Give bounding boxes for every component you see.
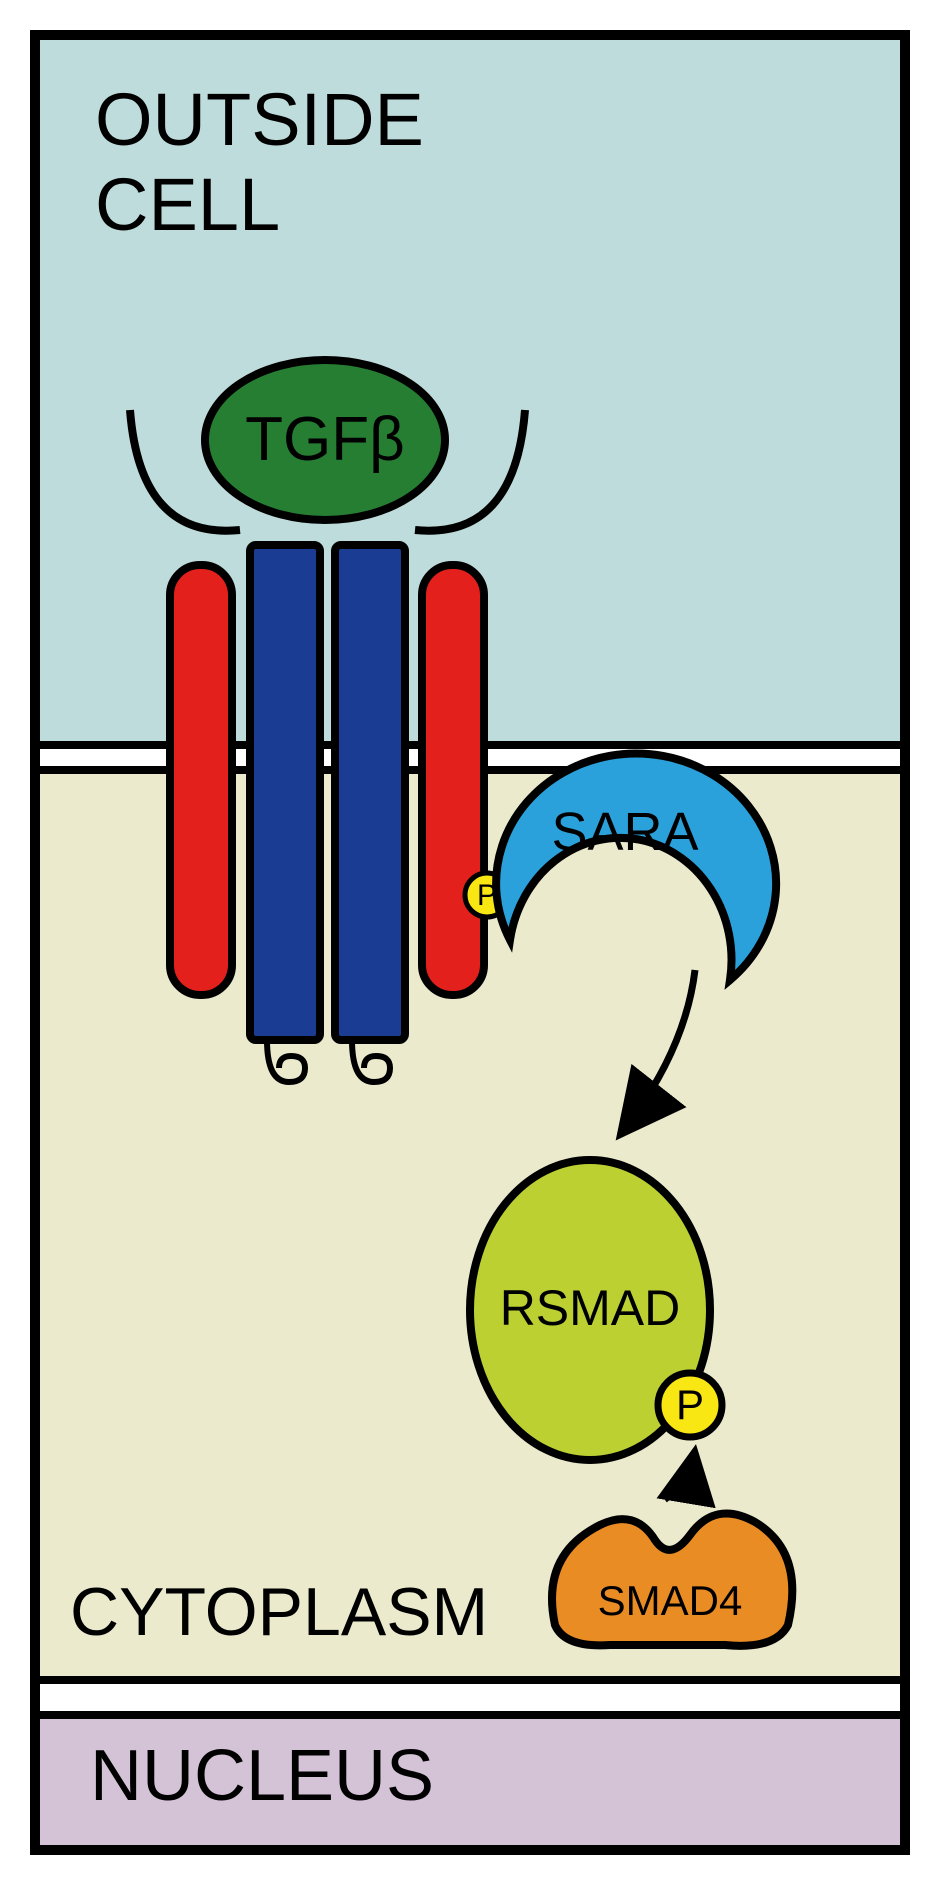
tgfb-label: TGFβ bbox=[245, 405, 405, 474]
diagram-container: OUTSIDECELL CYTOPLASM NUCLEUS TGFβ P SARA RSMA… bbox=[0, 0, 941, 1877]
outside-cell-label: CELL bbox=[95, 163, 280, 246]
smad4-label: SMAD4 bbox=[598, 1577, 743, 1624]
phosphate-rsmad-label: P bbox=[676, 1381, 704, 1428]
sara-label: SARA bbox=[551, 802, 698, 862]
rsmad-label: RSMAD bbox=[500, 1280, 681, 1336]
receptor-type2-right bbox=[335, 545, 405, 1040]
receptor-type1-left bbox=[170, 565, 232, 995]
receptor-type2-left bbox=[250, 545, 320, 1040]
outside-cell-label: OUTSIDE bbox=[95, 78, 424, 161]
cytoplasm-label: CYTOPLASM bbox=[70, 1574, 488, 1650]
receptor-type1-right bbox=[422, 565, 484, 995]
pathway-diagram: OUTSIDECELL CYTOPLASM NUCLEUS TGFβ P SARA RSMA… bbox=[0, 0, 941, 1877]
nucleus-label: NUCLEUS bbox=[90, 1736, 434, 1816]
